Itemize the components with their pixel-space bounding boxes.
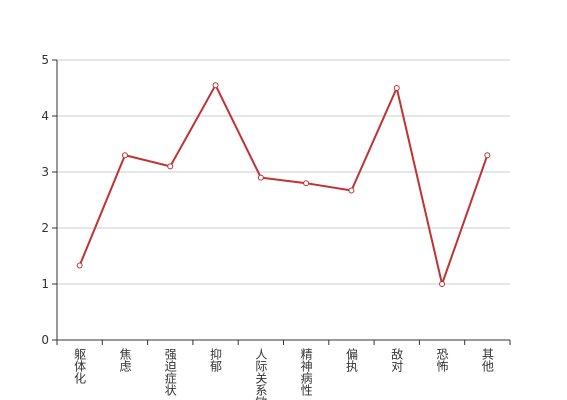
x-tick-label: 恐怖 <box>435 348 449 372</box>
x-tick-label: 精神病性 <box>299 348 313 397</box>
point <box>393 85 400 91</box>
point <box>212 82 219 89</box>
point <box>348 187 355 194</box>
point <box>303 180 310 187</box>
y-tick-label: 5 <box>41 53 49 67</box>
point <box>439 281 446 287</box>
x-tick-label: 躯体化 <box>73 347 87 385</box>
y-tick-label: 3 <box>41 165 49 179</box>
x-tick-label: 抑郁 <box>209 347 223 373</box>
x-tick-label: 强迫症状 <box>163 348 177 396</box>
x-tick-label: 偏执 <box>344 347 358 373</box>
x-tick-label: 敌对 <box>390 347 404 372</box>
x-tick-label: 其他 <box>480 348 494 372</box>
point <box>76 262 83 269</box>
y-tick-label: 0 <box>41 333 49 347</box>
y-tick-label: 2 <box>41 221 49 235</box>
y-tick-label: 4 <box>41 109 49 123</box>
x-tick-label: 人际关系敏感 <box>254 348 268 400</box>
point <box>167 163 174 170</box>
point <box>484 152 491 159</box>
series-line <box>78 83 489 288</box>
point <box>121 152 128 159</box>
x-tick-label: 焦虑 <box>118 348 132 372</box>
point <box>257 174 264 181</box>
y-tick-label: 1 <box>41 277 49 291</box>
